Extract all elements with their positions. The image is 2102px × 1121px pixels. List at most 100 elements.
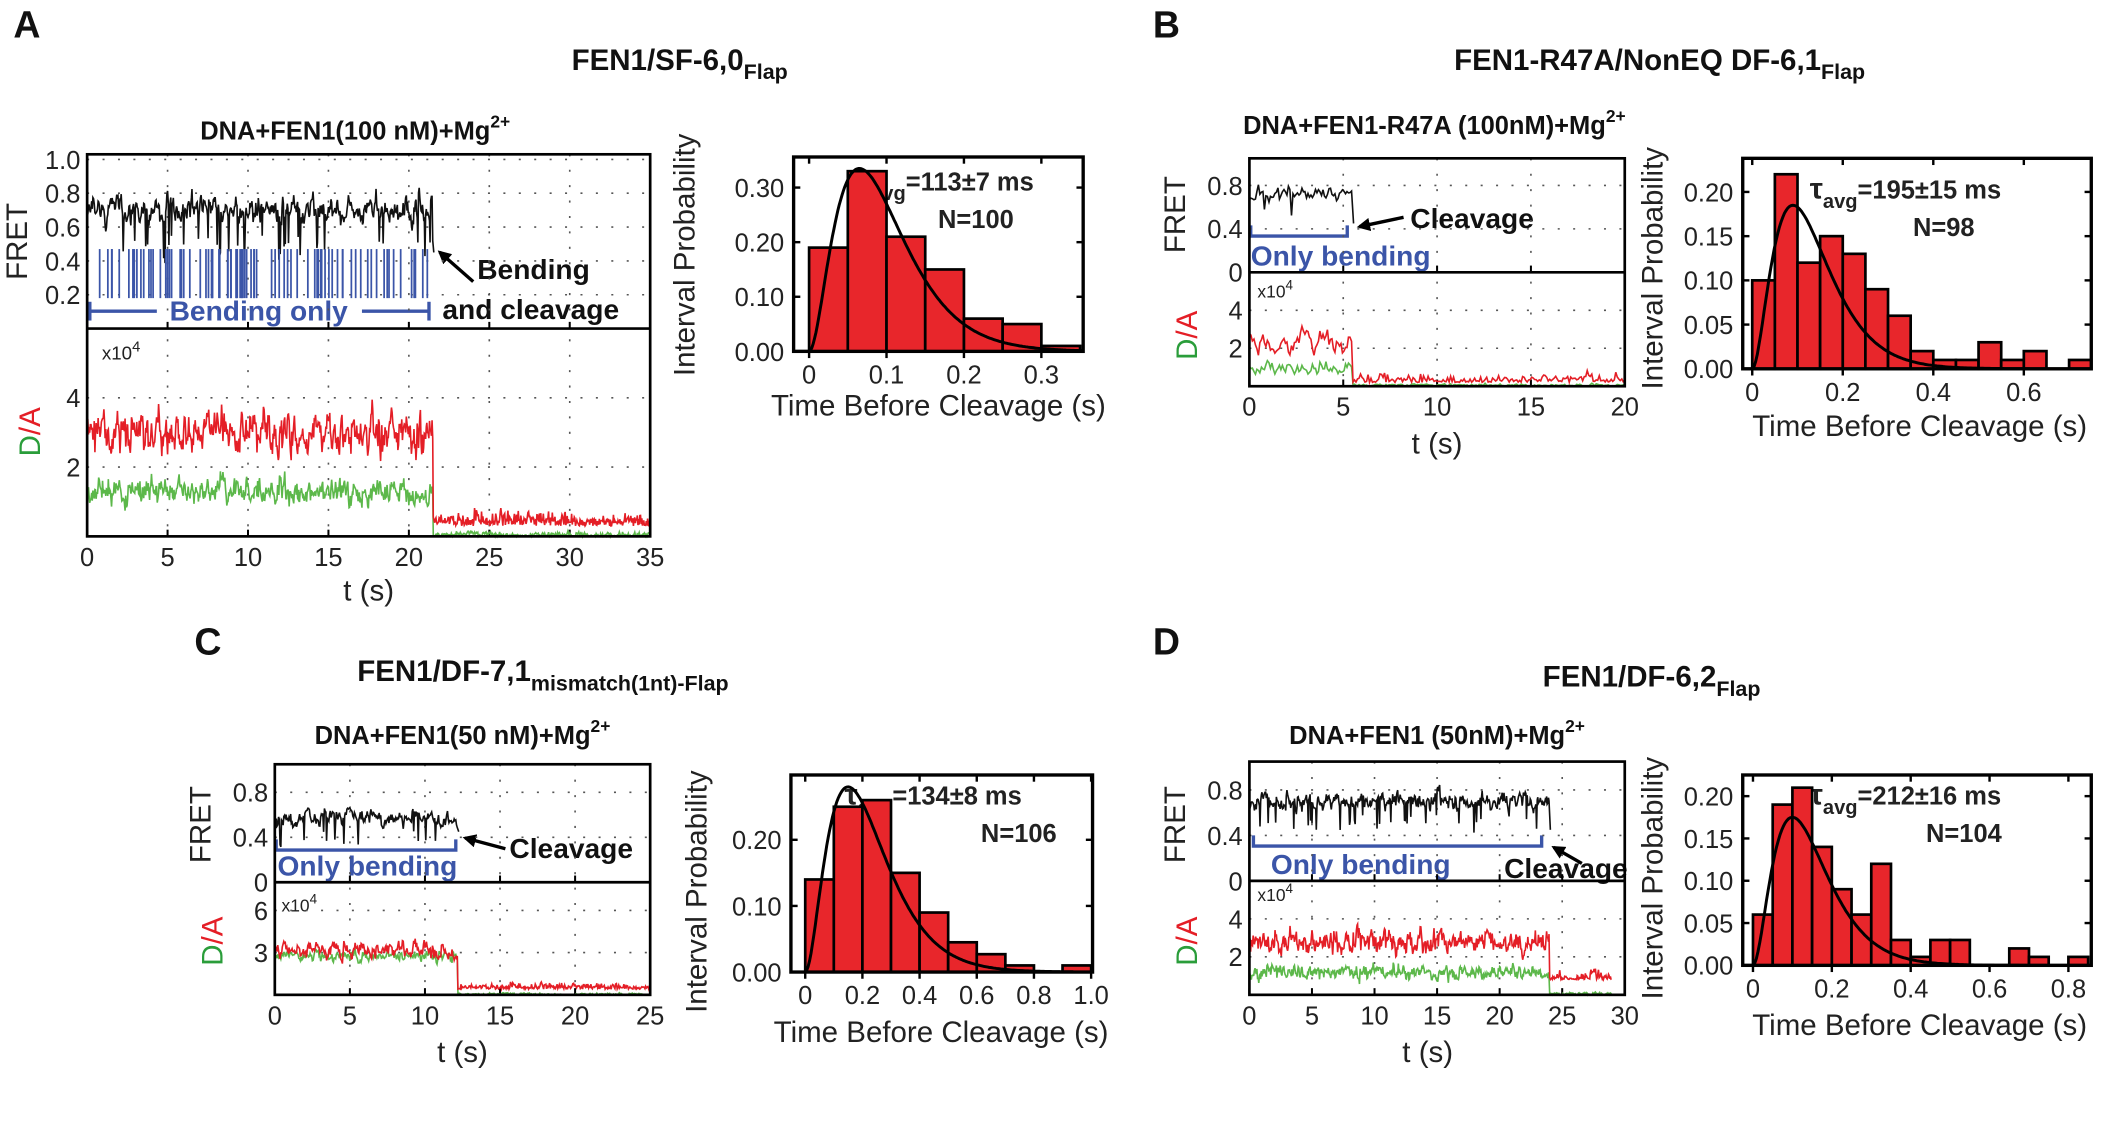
trace-plot-d: 0 5 10 15 20 25 30 0 0.4 0.8 2 4 bbox=[1207, 760, 1639, 1030]
arrow-icon bbox=[1551, 845, 1583, 865]
acceptor-trace bbox=[1248, 323, 1625, 386]
x-tick-label: 20 bbox=[395, 544, 423, 572]
hist-x-label: Time Before Cleavage (s) bbox=[1752, 1009, 2087, 1042]
fit-curve bbox=[793, 167, 1084, 353]
y-tick-label: 0.05 bbox=[1684, 910, 1734, 938]
y-tick-label: 0.20 bbox=[1684, 784, 1734, 812]
histogram-bar bbox=[861, 798, 893, 974]
trace-axes-box bbox=[1248, 760, 1627, 997]
histogram-axes-box bbox=[789, 773, 1095, 974]
da-axis-label: D/A bbox=[14, 407, 47, 456]
x-tick-label: 0.8 bbox=[2051, 976, 2086, 1004]
x-tick-label: 5 bbox=[1336, 394, 1350, 422]
histogram-bar bbox=[946, 940, 979, 974]
x-tick-label: 0 bbox=[1746, 976, 1760, 1004]
da-tick-label: 2 bbox=[1229, 336, 1243, 364]
histogram-bar bbox=[1977, 340, 2003, 371]
x-tick-label: 0.2 bbox=[946, 362, 981, 390]
histogram-b: 0 0.2 0.4 0.6 0.00 0.05 0.10 0.15 0.20 bbox=[1684, 156, 2093, 407]
x-tick-label: 0.3 bbox=[1024, 362, 1059, 390]
n-label: N=98 bbox=[1913, 214, 1975, 242]
hist-y-label: Interval Probability bbox=[1636, 757, 1669, 1000]
x-tick-label: 10 bbox=[411, 1002, 439, 1030]
y-tick-label: 0.10 bbox=[1684, 268, 1734, 296]
multiplier-label: x104 bbox=[1257, 881, 1293, 905]
x-tick-label: 10 bbox=[1423, 394, 1451, 422]
bracket bbox=[88, 301, 431, 321]
da-axis-label: D/A bbox=[1171, 916, 1204, 965]
bracket bbox=[1251, 835, 1544, 848]
multiplier-label: x104 bbox=[282, 892, 318, 916]
histogram-axes-box bbox=[791, 155, 1085, 354]
annotation-cleavage: Cleavage bbox=[509, 833, 633, 864]
fret-trace bbox=[86, 187, 435, 264]
x-tick-label: 10 bbox=[1360, 1002, 1388, 1030]
panel-title: FEN1/DF-6,2Flap bbox=[1543, 661, 1761, 701]
x-tick-label: 0.1 bbox=[869, 362, 904, 390]
fret-trace bbox=[274, 806, 460, 848]
panel-letter: D bbox=[1153, 620, 1180, 662]
histogram-bar bbox=[889, 871, 921, 974]
panel-a: A FEN1/SF-6,0Flap DNA+FEN1(100 nM)+Mg2+ … bbox=[1, 4, 1106, 608]
x-tick-label: 15 bbox=[1517, 394, 1545, 422]
x-tick-label: 10 bbox=[234, 544, 262, 572]
histogram-bar bbox=[1796, 261, 1822, 371]
arrow-icon bbox=[437, 250, 475, 283]
histogram-d: 0 0.2 0.4 0.6 0.8 0.00 0.05 0.10 0.15 0.20 bbox=[1684, 773, 2093, 1004]
x-tick-label: 25 bbox=[1548, 1002, 1576, 1030]
hist-x-label: Time Before Cleavage (s) bbox=[774, 1016, 1109, 1049]
histogram-bar bbox=[1864, 287, 1890, 371]
arrow-icon bbox=[1356, 215, 1404, 232]
x-tick-label: 0.8 bbox=[1016, 982, 1051, 1010]
x-tick-label: 20 bbox=[561, 1002, 589, 1030]
fret-tick-label: 0.2 bbox=[45, 282, 80, 310]
fret-tick-label: 0.8 bbox=[1207, 777, 1242, 805]
da-tick-label: 2 bbox=[1229, 944, 1243, 972]
hist-y-label: Interval Probability bbox=[668, 133, 701, 376]
donor-trace bbox=[1248, 961, 1613, 997]
x-tick-label: 20 bbox=[1485, 1002, 1513, 1030]
annotation-cleavage: and cleavage bbox=[442, 294, 619, 325]
x-tick-label: 0 bbox=[268, 1002, 282, 1030]
n-label: N=100 bbox=[938, 206, 1014, 234]
y-tick-label: 0.15 bbox=[1684, 826, 1734, 854]
trace-plot-b: 0 5 10 15 20 0 0.4 0.8 2 4 bbox=[1207, 156, 1639, 422]
hist-y-label: Interval Probability bbox=[1636, 147, 1669, 390]
da-tick-label: 4 bbox=[1229, 298, 1243, 326]
da-tick-label: 6 bbox=[254, 898, 268, 926]
tau-label: τavg=195±15 ms bbox=[1810, 173, 2001, 213]
x-tick-label: 30 bbox=[1611, 1002, 1639, 1030]
histogram-bar bbox=[1773, 172, 1799, 371]
bracket-label: Bending only bbox=[170, 296, 349, 327]
fret-axis-label: FRET bbox=[1159, 176, 1192, 253]
x-tick-label: 0 bbox=[1242, 394, 1256, 422]
fret-axis-label: FRET bbox=[1159, 786, 1192, 863]
fret-tick-label: 0 bbox=[1229, 868, 1243, 896]
y-tick-label: 0.20 bbox=[732, 827, 782, 855]
x-tick-label: 5 bbox=[160, 544, 174, 572]
histogram-c: 0 0.2 0.4 0.6 0.8 1.0 0.00 0.10 0.20 bbox=[732, 773, 1109, 1010]
fret-tick-label: 0.4 bbox=[1207, 216, 1242, 244]
da-tick-label: 4 bbox=[66, 385, 80, 413]
panel-title: FEN1/SF-6,0Flap bbox=[572, 44, 788, 84]
histogram-bar bbox=[923, 268, 966, 353]
da-axis-label: D/A bbox=[1171, 310, 1204, 359]
x-tick-label: 0.2 bbox=[1814, 976, 1849, 1004]
fret-tick-label: 0.6 bbox=[45, 214, 80, 242]
bracket-label: Only bending bbox=[1271, 849, 1451, 880]
fret-tick-label: 0.8 bbox=[233, 780, 268, 808]
y-tick-label: 0.10 bbox=[735, 284, 785, 312]
time-axis-label: t (s) bbox=[1402, 1036, 1453, 1069]
bracket bbox=[1249, 225, 1349, 238]
x-tick-label: 15 bbox=[486, 1002, 514, 1030]
fret-tick-label: 0.8 bbox=[45, 181, 80, 209]
x-tick-label: 25 bbox=[636, 1002, 664, 1030]
condition-label: DNA+FEN1-R47A (100nM)+Mg2+ bbox=[1243, 106, 1626, 140]
time-axis-label: t (s) bbox=[343, 575, 394, 608]
y-tick-label: 0.00 bbox=[1684, 356, 1734, 384]
trace-plot-c: 0 5 10 15 20 25 0 0.4 0.8 3 6 bbox=[233, 762, 664, 1030]
x-tick-label: 0 bbox=[1745, 379, 1759, 407]
x-tick-label: 0 bbox=[1242, 1002, 1256, 1030]
x-tick-label: 0 bbox=[798, 982, 812, 1010]
